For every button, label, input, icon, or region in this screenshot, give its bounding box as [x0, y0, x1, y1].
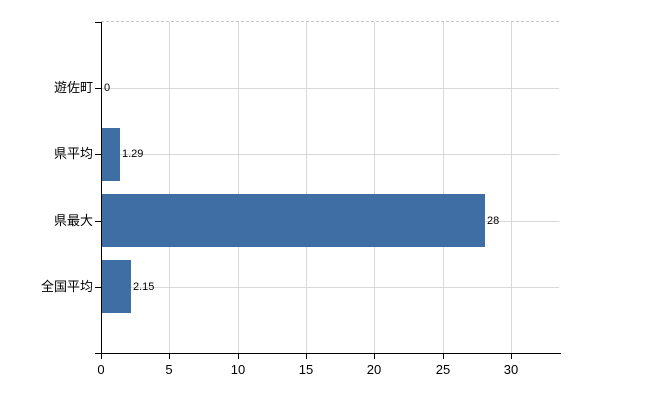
x-tick-label: 5 [165, 362, 173, 377]
category-label: 県平均 [53, 146, 93, 161]
category-label: 全国平均 [40, 279, 93, 294]
x-tick-label: 15 [298, 362, 314, 377]
horizontal-gridline [101, 88, 559, 89]
x-axis-tick [511, 354, 512, 359]
x-axis-tick [443, 354, 444, 359]
x-tick-label: 25 [435, 362, 451, 377]
value-label: 1.29 [122, 148, 144, 160]
bar-県平均 [102, 128, 120, 181]
bar-全国平均 [102, 260, 131, 313]
horizontal-gridline [101, 154, 559, 155]
vertical-gridline [306, 22, 307, 353]
y-axis-line [101, 22, 102, 358]
x-tick-label: 0 [97, 362, 105, 377]
y-axis-tick [95, 154, 101, 155]
x-tick-label: 30 [503, 362, 519, 377]
category-label: 遊佐町 [53, 80, 93, 95]
y-axis-tick [95, 287, 101, 288]
vertical-gridline [443, 22, 444, 353]
category-label: 県最大 [53, 213, 93, 228]
x-tick-label: 20 [366, 362, 382, 377]
x-tick-label: 10 [230, 362, 246, 377]
y-axis-top-tick [95, 22, 101, 23]
y-axis-tick [95, 221, 101, 222]
x-axis-tick [306, 354, 307, 359]
horizontal-gridline [101, 287, 559, 288]
value-label: 2.15 [133, 281, 155, 293]
plot-top-border [101, 21, 559, 22]
vertical-gridline [169, 22, 170, 353]
vertical-gridline [238, 22, 239, 353]
vertical-gridline [511, 22, 512, 353]
x-axis-tick [374, 354, 375, 359]
y-axis-tick [95, 88, 101, 89]
value-label: 28 [487, 215, 500, 227]
x-axis-tick [169, 354, 170, 359]
x-axis-line [95, 353, 561, 354]
value-label: 0 [104, 82, 111, 94]
x-axis-tick [238, 354, 239, 359]
vertical-gridline [374, 22, 375, 353]
bar-県最大 [102, 194, 485, 247]
x-axis-tick [101, 354, 102, 359]
